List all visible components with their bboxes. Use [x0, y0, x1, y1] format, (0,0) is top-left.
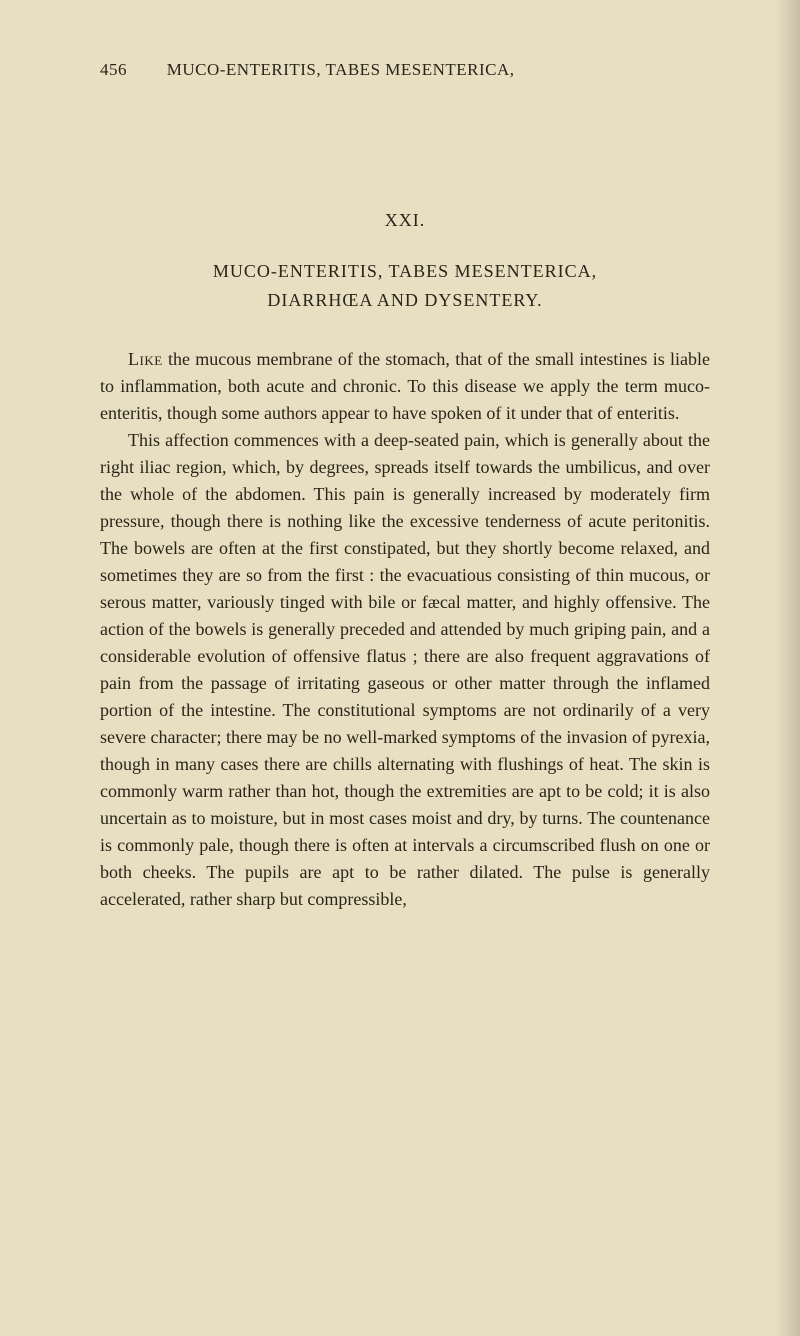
chapter-number: XXI.	[100, 210, 710, 231]
header-running-title: MUCO-ENTERITIS, TABES MESENTERICA,	[167, 60, 515, 80]
body-text: Like the mucous membrane of the stomach,…	[100, 346, 710, 913]
chapter-title-line1: MUCO-ENTERITIS, TABES MESENTERICA,	[100, 261, 710, 282]
chapter-title-line2: DIARRHŒA AND DYSENTERY.	[100, 290, 710, 311]
paragraph-lead-word: Like	[128, 349, 163, 369]
page-number: 456	[100, 60, 127, 80]
paragraph-1-text: the mucous membrane of the stomach, that…	[100, 349, 710, 423]
page-shadow	[775, 0, 800, 1336]
page-header: 456 MUCO-ENTERITIS, TABES MESENTERICA,	[100, 60, 710, 80]
paragraph-1: Like the mucous membrane of the stomach,…	[100, 346, 710, 427]
paragraph-2: This affection commences with a deep-sea…	[100, 427, 710, 913]
